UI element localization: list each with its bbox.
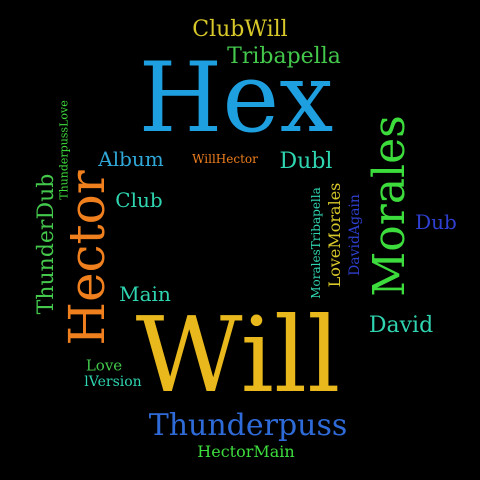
word-love: Love xyxy=(85,356,123,375)
word-thunderdub: ThunderDub xyxy=(34,173,59,315)
word-main: Main xyxy=(119,282,171,306)
word-tribapella: Tribapella xyxy=(227,44,341,69)
word-dubl: Dubl xyxy=(279,149,333,174)
word-lovemorales: LoveMorales xyxy=(325,182,344,288)
word-lversion: lVersion xyxy=(84,374,142,390)
word-davidagain: DavidAgain xyxy=(347,194,363,276)
word-club: Club xyxy=(115,188,163,212)
word-moralestribapella: MoralesTribapella xyxy=(309,187,323,299)
word-dub: Dub xyxy=(415,210,457,234)
word-thunderpuss: Thunderpuss xyxy=(148,408,348,443)
word-morales: Morales xyxy=(364,115,415,297)
word-hex: Hex xyxy=(138,42,334,154)
word-david: David xyxy=(368,313,434,338)
word-thunderpusslove: ThunderpussLove xyxy=(57,100,71,200)
word-hectormain: HectorMain xyxy=(197,442,295,461)
word-clubwill: ClubWill xyxy=(192,17,288,42)
word-album: Album xyxy=(98,147,164,171)
word-will: Will xyxy=(135,294,341,416)
word-willhector: WillHector xyxy=(192,152,258,166)
